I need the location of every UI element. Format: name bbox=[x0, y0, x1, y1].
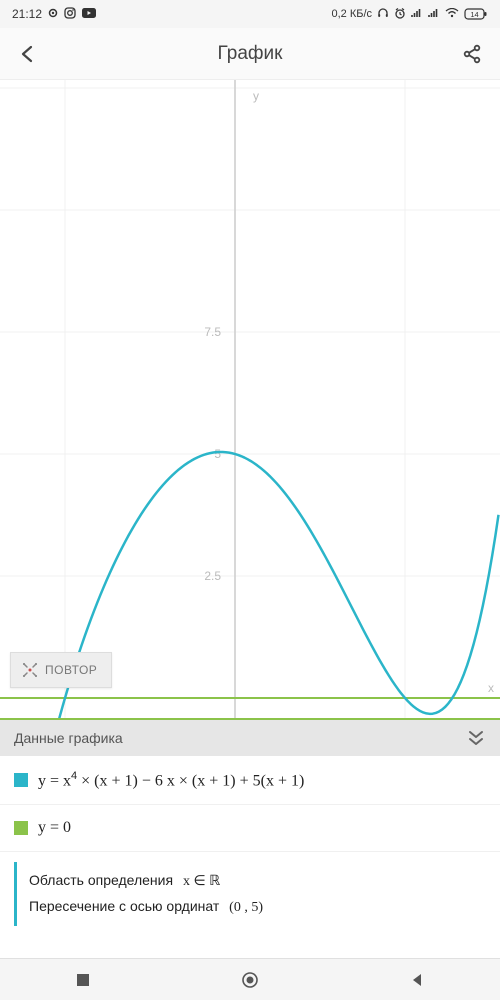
info-value: (0 , 5) bbox=[229, 900, 263, 915]
equation-row[interactable]: y = 0 bbox=[0, 805, 500, 852]
alarm-icon bbox=[394, 7, 406, 22]
info-label: Область определения bbox=[29, 872, 173, 888]
android-status-bar: 21:12 0,2 КБ/с 14 bbox=[0, 0, 500, 28]
equation-text: y = 0 bbox=[38, 819, 71, 837]
info-line: Область определения x ∈ ℝ bbox=[29, 868, 486, 894]
panel-title: Данные графика bbox=[14, 730, 123, 746]
chart-area[interactable]: 2.5 5 7.5 y x ПОВТОР bbox=[0, 80, 500, 718]
chart-canvas: 2.5 5 7.5 y x bbox=[0, 80, 500, 718]
battery-icon: 14 bbox=[464, 8, 488, 20]
svg-text:2.5: 2.5 bbox=[204, 569, 221, 583]
curve-info: Область определения x ∈ ℝПересечение с о… bbox=[14, 862, 486, 926]
app-header: График bbox=[0, 28, 500, 80]
graph-data-panel: Данные графика y = x4 × (x + 1) − 6 x × … bbox=[0, 718, 500, 926]
equation-color-swatch bbox=[14, 773, 28, 787]
status-time: 21:12 bbox=[12, 7, 42, 21]
info-value: x ∈ ℝ bbox=[183, 874, 220, 889]
youtube-icon bbox=[82, 7, 96, 21]
android-nav-bar bbox=[0, 958, 500, 1000]
signal-icon-1 bbox=[411, 8, 423, 21]
svg-text:y: y bbox=[253, 89, 259, 103]
page-title: График bbox=[218, 43, 283, 65]
status-left: 21:12 bbox=[12, 7, 96, 22]
status-right: 0,2 КБ/с 14 bbox=[331, 7, 488, 22]
equation-color-swatch bbox=[14, 821, 28, 835]
equation-list: y = x4 × (x + 1) − 6 x × (x + 1) + 5(x +… bbox=[0, 756, 500, 852]
instagram-icon bbox=[64, 7, 76, 22]
svg-text:5: 5 bbox=[214, 447, 221, 461]
nav-recent-button[interactable] bbox=[71, 968, 95, 992]
repeat-button[interactable]: ПОВТОР bbox=[10, 652, 112, 688]
equation-row[interactable]: y = x4 × (x + 1) − 6 x × (x + 1) + 5(x +… bbox=[0, 756, 500, 805]
svg-text:7.5: 7.5 bbox=[204, 325, 221, 339]
share-button[interactable] bbox=[460, 42, 484, 66]
svg-text:14: 14 bbox=[470, 10, 478, 19]
headphones-icon bbox=[377, 7, 389, 22]
collapse-icon bbox=[466, 730, 486, 746]
recenter-icon bbox=[21, 661, 39, 679]
data-rate: 0,2 КБ/с bbox=[331, 8, 372, 20]
panel-header[interactable]: Данные графика bbox=[0, 718, 500, 756]
svg-text:x: x bbox=[488, 681, 494, 695]
equation-text: y = x4 × (x + 1) − 6 x × (x + 1) + 5(x +… bbox=[38, 770, 304, 790]
info-line: Пересечение с осью ординат (0 , 5) bbox=[29, 894, 486, 920]
signal-icon-2 bbox=[428, 8, 440, 21]
nav-home-button[interactable] bbox=[238, 968, 262, 992]
nav-back-button[interactable] bbox=[405, 968, 429, 992]
record-icon bbox=[48, 7, 58, 21]
back-button[interactable] bbox=[16, 42, 40, 66]
wifi-icon bbox=[445, 8, 459, 21]
info-label: Пересечение с осью ординат bbox=[29, 898, 219, 914]
repeat-label: ПОВТОР bbox=[45, 663, 97, 677]
